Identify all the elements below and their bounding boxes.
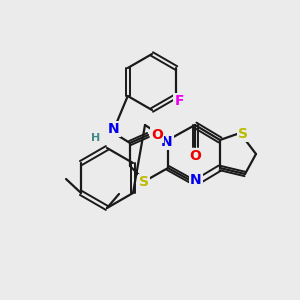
Text: O: O [189, 149, 201, 163]
Text: S: S [139, 175, 149, 189]
Text: O: O [151, 128, 163, 142]
Text: N: N [161, 135, 173, 149]
Text: N: N [108, 122, 120, 136]
Text: S: S [238, 127, 248, 141]
Text: F: F [175, 94, 184, 108]
Text: N: N [190, 173, 202, 187]
Text: H: H [92, 133, 100, 143]
